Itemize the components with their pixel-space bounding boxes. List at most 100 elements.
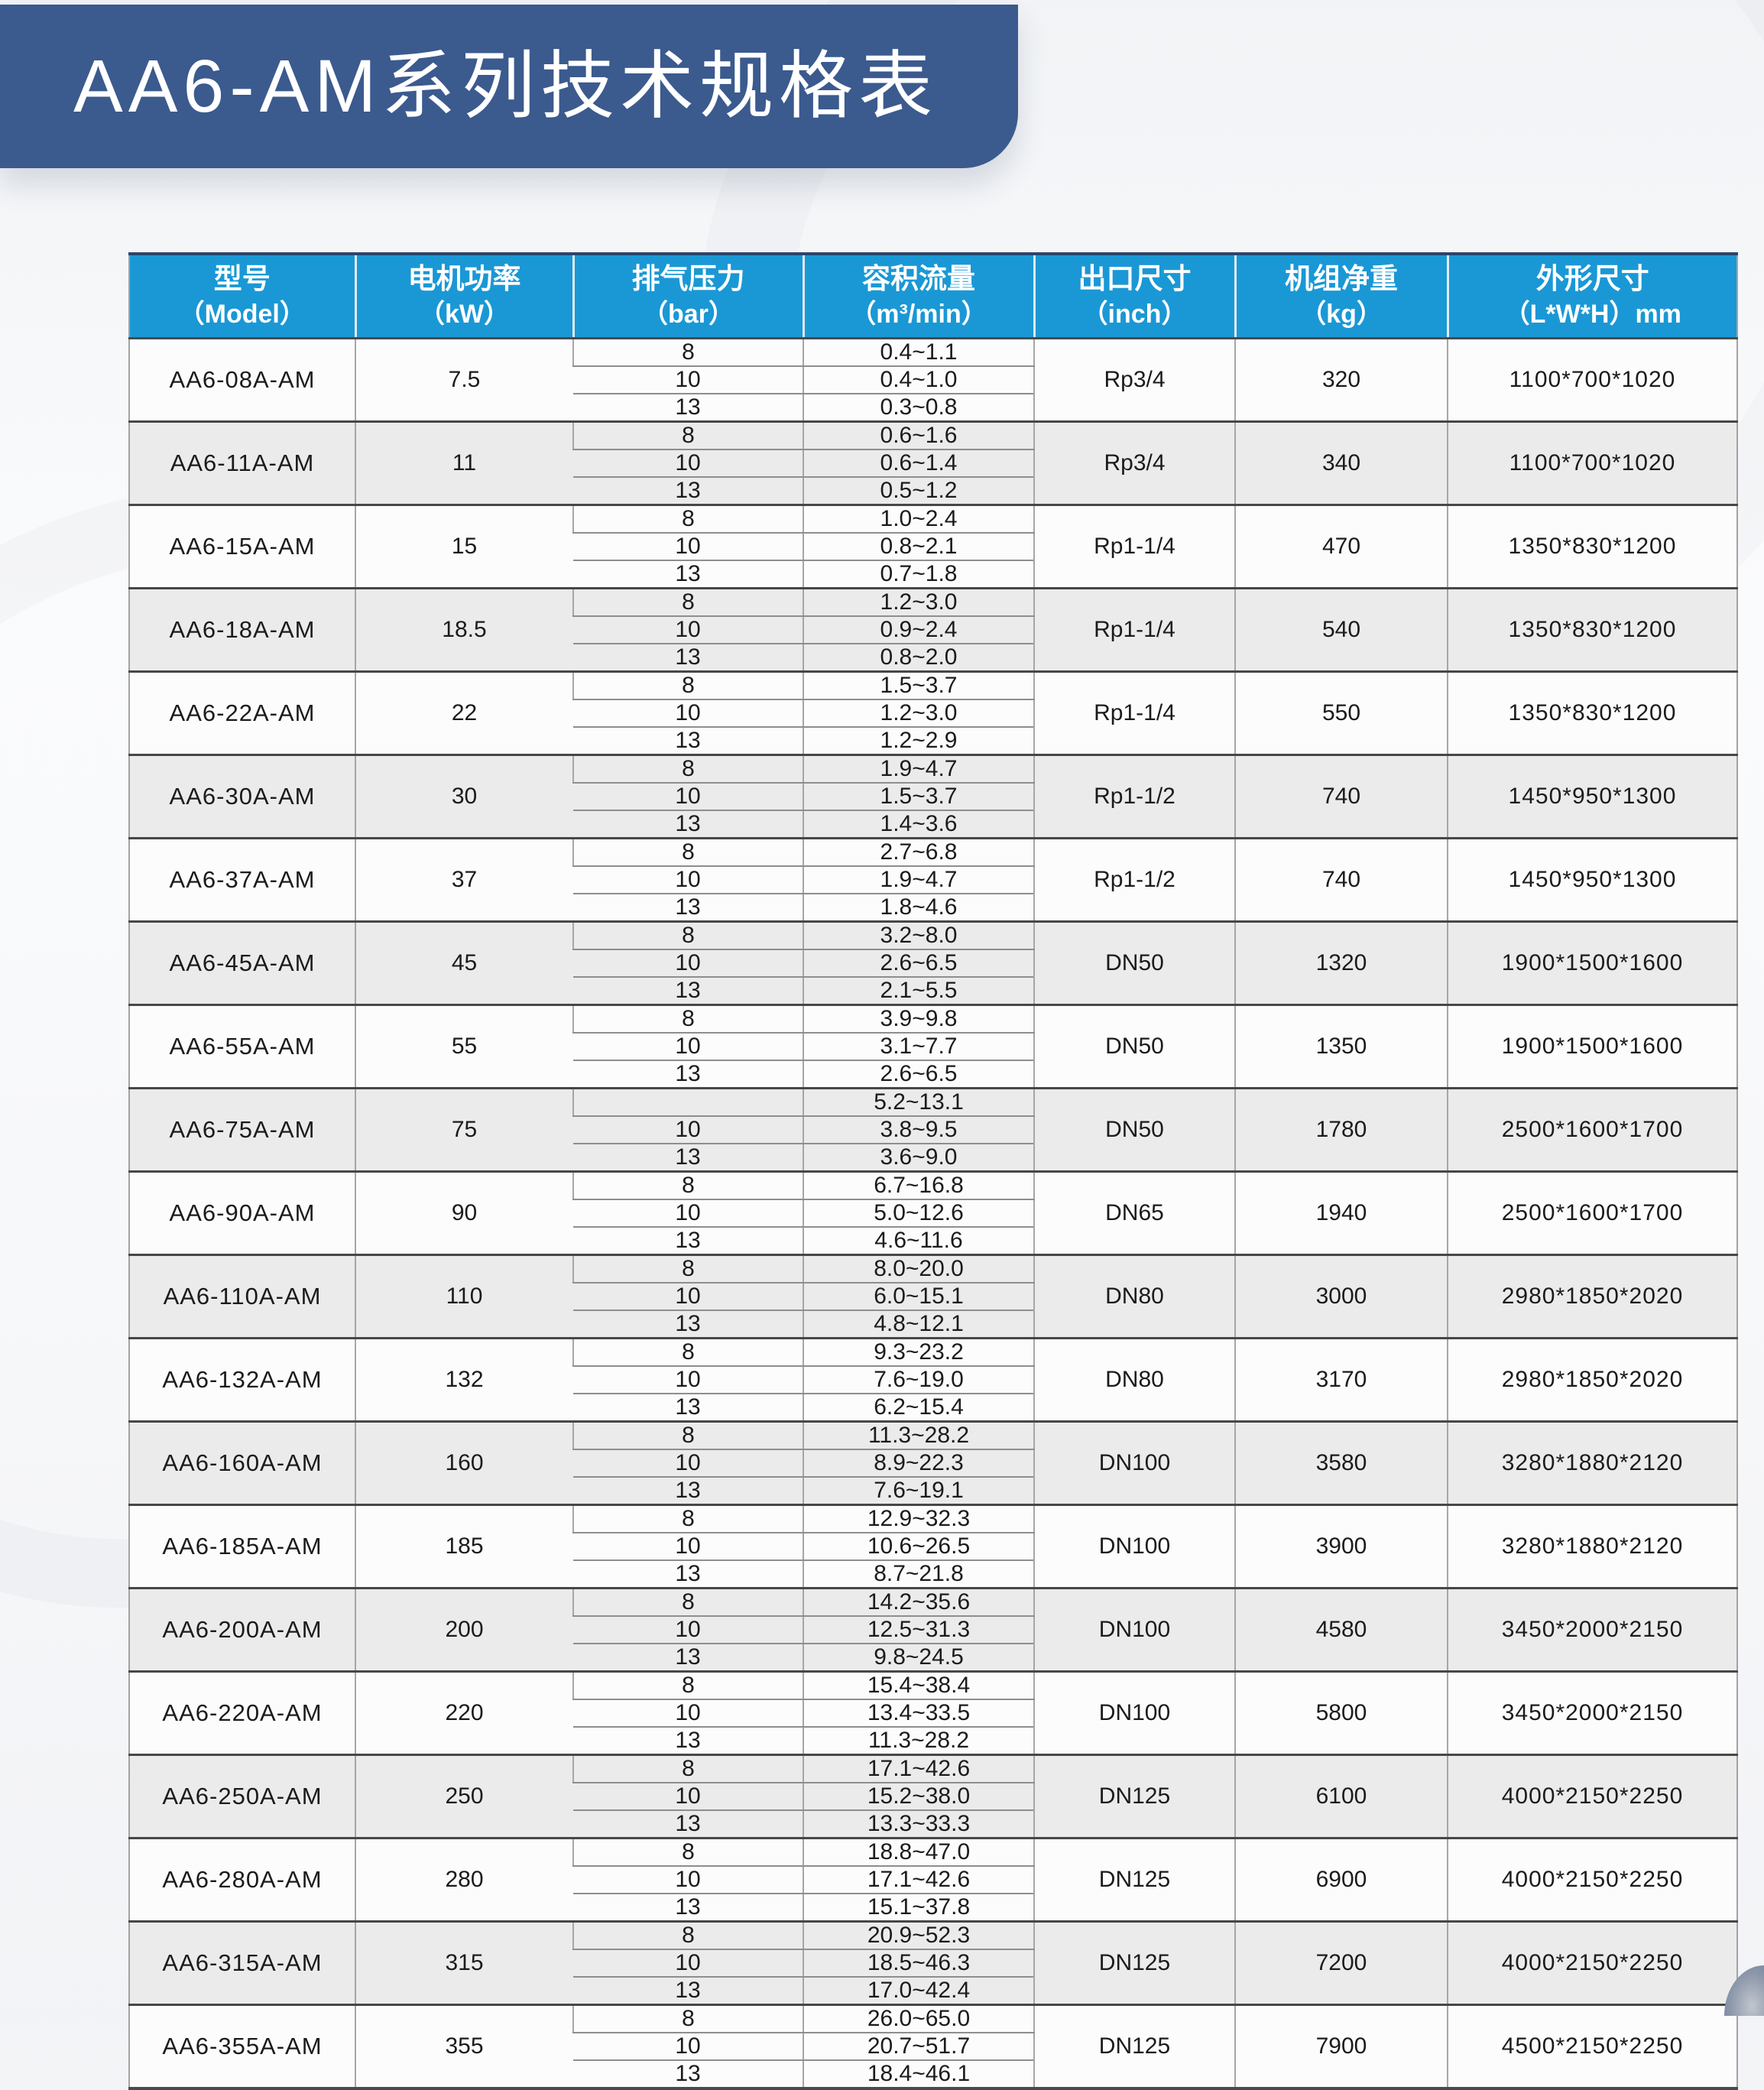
pressure-cell: 10 [573, 782, 803, 811]
pressure-cell: 8 [572, 2003, 803, 2033]
outlet-cell: Rp1-1/4 [1033, 503, 1235, 588]
pressure-cell: 13 [573, 393, 803, 421]
table-row: 13 3.6~9.0 [129, 1143, 1737, 1171]
outlet-cell: Rp1-1/2 [1033, 836, 1235, 921]
table-row: 10 5.0~12.6 [129, 1199, 1737, 1228]
flow-cell: 17.1~42.6 [803, 1753, 1034, 1783]
model-cell: AA6-132A-AM [129, 1336, 355, 1421]
pressure-cell: 10 [573, 449, 803, 478]
pressure-cell: 8 [572, 420, 803, 450]
weight-cell: 1320 [1234, 920, 1448, 1004]
flow-cell: 0.3~0.8 [803, 393, 1034, 421]
pressure-cell: 10 [573, 1115, 803, 1144]
pressure-cell: 13 [573, 1060, 803, 1088]
dimensions-cell: 1450*950*1300 [1447, 836, 1737, 921]
pressure-cell: 13 [573, 976, 803, 1004]
table-row: AA6-37A-AM 37 8 2.7~6.8 Rp1-1/2 740 1450*950*1… [129, 836, 1737, 921]
pressure-cell: 10 [573, 1699, 803, 1728]
outlet-cell: DN50 [1033, 1003, 1235, 1088]
table-row: 13 1.2~2.9 [129, 726, 1737, 755]
table-header: 型号 （Model） 电机功率 （kW） 排气压力 （bar） 容积流量 （m³/min） 出口… [129, 252, 1737, 339]
flow-cell: 1.5~3.7 [803, 782, 1034, 811]
flow-cell: 14.2~35.6 [803, 1586, 1034, 1617]
power-cell: 11 [355, 420, 573, 505]
table-row: AA6-75A-AM 75 5.2~13.1 DN50 1780 2500*1600*17… [129, 1086, 1737, 1171]
table-row: AA6-08A-AM 7.5 8 0.4~1.1 Rp3/4 320 1100*700*10… [129, 336, 1737, 421]
flow-cell: 13.3~33.3 [803, 1809, 1034, 1838]
table-row: AA6-315A-AM 315 8 20.9~52.3 DN125 7200 4000*21… [129, 1920, 1737, 2004]
weight-cell: 550 [1234, 670, 1448, 755]
table-row: 13 6.2~15.4 [129, 1393, 1737, 1421]
table-row: 13 2.1~5.5 [129, 976, 1737, 1004]
model-cell: AA6-15A-AM [129, 503, 355, 588]
pressure-cell: 8 [572, 336, 803, 367]
outlet-cell: Rp1-1/4 [1033, 670, 1235, 755]
pressure-cell: 8 [572, 1003, 803, 1034]
power-cell: 45 [355, 920, 573, 1004]
weight-cell: 3170 [1234, 1336, 1448, 1421]
outlet-cell: Rp3/4 [1033, 420, 1235, 505]
table-row: 10 1.9~4.7 [129, 865, 1737, 894]
power-cell: 220 [355, 1670, 573, 1754]
flow-cell: 0.8~2.1 [803, 532, 1034, 561]
model-cell: AA6-11A-AM [129, 420, 355, 505]
dimensions-cell: 2980*1850*2020 [1447, 1336, 1737, 1421]
flow-cell: 3.1~7.7 [803, 1032, 1034, 1061]
table-row: 10 0.9~2.4 [129, 615, 1737, 644]
table-row: 10 10.6~26.5 [129, 1532, 1737, 1561]
pressure-cell: 10 [573, 865, 803, 894]
flow-cell: 1.5~3.7 [803, 670, 1034, 700]
dimensions-cell: 1100*700*1020 [1447, 336, 1737, 421]
weight-cell: 740 [1234, 753, 1448, 838]
table-row: 13 11.3~28.2 [129, 1726, 1737, 1754]
pressure-cell: 13 [573, 2059, 803, 2088]
model-cell: AA6-22A-AM [129, 670, 355, 755]
column-header-line1: 机组净重 [1285, 263, 1398, 295]
flow-cell: 1.2~3.0 [803, 699, 1034, 728]
power-cell: 185 [355, 1503, 573, 1588]
dimensions-cell: 3280*1880*2120 [1447, 1503, 1737, 1588]
dimensions-cell: 1900*1500*1600 [1447, 920, 1737, 1004]
table-row: AA6-11A-AM 11 8 0.6~1.6 Rp3/4 340 1100*700*102… [129, 420, 1737, 505]
outlet-cell: DN100 [1033, 1503, 1235, 1588]
power-cell: 7.5 [355, 336, 573, 421]
power-cell: 200 [355, 1586, 573, 1671]
flow-cell: 26.0~65.0 [803, 2003, 1034, 2033]
pressure-cell: 10 [573, 1282, 803, 1311]
outlet-cell: DN50 [1033, 920, 1235, 1004]
column-header-line2: （kg） [1300, 300, 1383, 329]
flow-cell: 8.9~22.3 [803, 1449, 1034, 1478]
flow-cell: 11.3~28.2 [803, 1420, 1034, 1450]
outlet-cell: DN50 [1033, 1086, 1235, 1171]
pressure-cell: 10 [573, 1365, 803, 1394]
flow-cell: 9.3~23.2 [803, 1336, 1034, 1367]
dimensions-cell: 1350*830*1200 [1447, 503, 1737, 588]
dimensions-cell: 4000*2150*2250 [1447, 1753, 1737, 1838]
spec-table: 型号 （Model） 电机功率 （kW） 排气压力 （bar） 容积流量 （m³/min） 出口… [128, 252, 1738, 2090]
flow-cell: 0.9~2.4 [803, 615, 1034, 644]
flow-cell: 7.6~19.0 [803, 1365, 1034, 1394]
flow-cell: 1.8~4.6 [803, 893, 1034, 921]
pressure-cell [572, 1086, 803, 1117]
pressure-cell: 8 [572, 753, 803, 784]
pressure-cell: 13 [573, 560, 803, 588]
column-header-line1: 容积流量 [862, 263, 975, 295]
weight-cell: 470 [1234, 503, 1448, 588]
power-cell: 250 [355, 1753, 573, 1838]
table-row: 13 15.1~37.8 [129, 1893, 1737, 1921]
table-row: 10 2.6~6.5 [129, 949, 1737, 978]
pressure-cell: 10 [573, 949, 803, 978]
flow-cell: 18.4~46.1 [803, 2059, 1034, 2088]
dimensions-cell: 3450*2000*2150 [1447, 1586, 1737, 1671]
pressure-cell: 8 [572, 1836, 803, 1867]
table-row: 10 1.2~3.0 [129, 699, 1737, 728]
power-cell: 37 [355, 836, 573, 921]
flow-cell: 17.0~42.4 [803, 1976, 1034, 2004]
table-row: AA6-90A-AM 90 8 6.7~16.8 DN65 1940 2500*1600*1… [129, 1170, 1737, 1254]
pressure-cell: 10 [573, 1449, 803, 1478]
table-row: 10 1.5~3.7 [129, 782, 1737, 811]
weight-cell: 3000 [1234, 1253, 1448, 1338]
weight-cell: 1780 [1234, 1086, 1448, 1171]
dimensions-cell: 1450*950*1300 [1447, 753, 1737, 838]
table-row: 10 8.9~22.3 [129, 1449, 1737, 1478]
